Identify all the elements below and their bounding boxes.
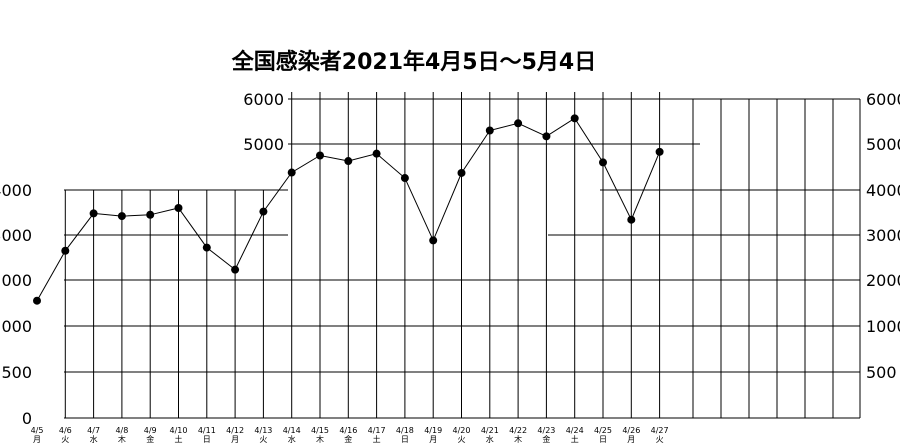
- x-tick-weekday: 火: [61, 435, 69, 444]
- y-tick-label-left: 5000: [243, 135, 284, 154]
- x-tick-weekday: 月: [231, 435, 239, 444]
- data-point: [514, 119, 523, 128]
- data-point: [400, 174, 409, 183]
- x-tick-date: 4/19: [424, 426, 442, 435]
- data-point: [627, 215, 636, 224]
- x-tick-date: 4/20: [453, 426, 471, 435]
- x-tick-weekday: 月: [429, 435, 437, 444]
- y-tick-label-left: 6000: [243, 90, 284, 109]
- x-tick-date: 4/16: [339, 426, 357, 435]
- data-point: [146, 210, 155, 219]
- x-tick-weekday: 木: [316, 434, 324, 444]
- x-tick-weekday: 土: [373, 434, 381, 444]
- data-point: [457, 168, 466, 177]
- x-tick-weekday: 火: [458, 435, 466, 444]
- x-tick-weekday: 木: [118, 434, 126, 444]
- x-tick-date: 4/7: [87, 426, 100, 435]
- data-point: [259, 207, 268, 216]
- y-tick-label-left: 0: [22, 409, 32, 428]
- x-tick-date: 4/8: [115, 426, 128, 435]
- x-tick-weekday: 金: [146, 434, 154, 444]
- x-tick-date: 4/22: [509, 426, 527, 435]
- data-point: [287, 168, 296, 177]
- data-point: [542, 132, 551, 141]
- x-tick-weekday: 月: [33, 435, 41, 444]
- x-tick-weekday: 金: [542, 434, 550, 444]
- series: [33, 114, 664, 305]
- data-point: [231, 265, 240, 274]
- data-point: [117, 212, 126, 221]
- x-tick-date: 4/17: [368, 426, 386, 435]
- x-tick-date: 4/14: [283, 426, 301, 435]
- data-point: [33, 296, 41, 305]
- data-point: [372, 149, 381, 158]
- x-tick-date: 4/13: [254, 426, 272, 435]
- x-tick-date: 4/25: [594, 426, 612, 435]
- data-point: [61, 246, 70, 255]
- chart-title: 全国感染者2021年4月5日～5月4日: [231, 49, 596, 75]
- x-tick-date: 4/24: [566, 426, 584, 435]
- x-tick-weekday: 土: [571, 434, 579, 444]
- data-point: [202, 243, 211, 252]
- x-tick-date: 4/10: [170, 426, 188, 435]
- x-tick-weekday: 水: [288, 434, 296, 444]
- x-tick-date: 4/15: [311, 426, 329, 435]
- data-point: [570, 114, 579, 123]
- data-point: [89, 209, 98, 218]
- x-tick-date: 4/21: [481, 426, 499, 435]
- data-point: [174, 204, 183, 212]
- x-tick-weekday: 日: [599, 435, 607, 444]
- data-point: [599, 158, 607, 167]
- x-tick-date: 4/23: [537, 426, 555, 435]
- x-tick-weekday: 木: [514, 434, 522, 444]
- x-tick-weekday: 水: [90, 434, 98, 444]
- y-tick-label-right: 500: [866, 363, 897, 382]
- x-tick-date: 4/11: [198, 426, 216, 435]
- y-tick-label-left: 4000: [0, 181, 32, 200]
- x-tick-date: 4/6: [59, 426, 72, 435]
- x-tick-weekday: 月: [627, 435, 635, 444]
- x-tick-weekday: 火: [259, 435, 267, 444]
- x-tick-weekday: 日: [401, 435, 409, 444]
- data-point: [429, 236, 438, 245]
- x-tick-date: 4/26: [622, 426, 640, 435]
- data-point: [485, 126, 494, 135]
- x-tick-weekday: 金: [344, 434, 352, 444]
- x-tick-weekday: 日: [203, 435, 211, 444]
- data-point: [344, 157, 353, 166]
- x-tick-date: 4/18: [396, 426, 414, 435]
- x-tick-date: 4/5: [31, 426, 44, 435]
- data-point: [655, 147, 664, 156]
- data-point: [316, 151, 324, 160]
- y-tick-label-right: 4000: [866, 181, 900, 200]
- x-tick-weekday: 水: [486, 434, 494, 444]
- y-tick-label-right: 6000: [866, 90, 900, 109]
- y-tick-label-left: 500: [1, 363, 32, 382]
- grid: [64, 92, 861, 419]
- x-tick-weekday: 火: [656, 435, 664, 444]
- x-tick-date: 4/12: [226, 426, 244, 435]
- x-tick-date: 4/9: [144, 426, 157, 435]
- y-tick-label-right: 5000: [866, 135, 900, 154]
- x-tick-weekday: 土: [175, 434, 183, 444]
- x-tick-date: 4/27: [651, 426, 669, 435]
